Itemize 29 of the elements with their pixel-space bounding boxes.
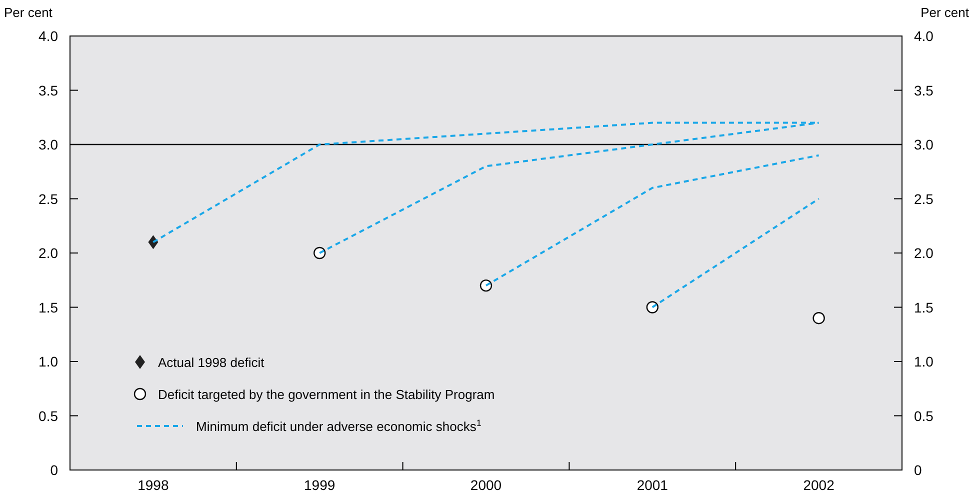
y2-tick-label: 2.0 [914,245,934,261]
y-tick-label: 1.0 [38,354,58,370]
y-tick-label: 3.0 [38,136,58,152]
legend-label: Actual 1998 deficit [158,355,265,370]
y2-tick-label: 1.0 [914,354,934,370]
y-tick-label: 2.0 [38,245,58,261]
y-axis-title: Per cent [4,5,53,20]
legend-label: Minimum deficit under adverse economic shocks$^{1}$ [196,418,482,434]
point [812,312,825,324]
x-tick-label: 2000 [470,477,502,493]
x-tick-label: 2001 [636,477,668,493]
y-tick-label: 3.5 [38,82,58,98]
y2-tick-label: 0 [914,462,922,478]
y2-tick-label: 3.0 [914,136,934,152]
y-tick-label: 0 [50,462,58,478]
y-tick-label: 0.5 [38,408,58,424]
legend-label: Deficit targeted by the government in the Stability Program [158,387,495,402]
y2-tick-label: 4.0 [914,28,934,44]
x-tick-label: 2002 [803,477,835,493]
x-tick-label: 1999 [304,477,336,493]
y-tick-label: 4.0 [38,28,58,44]
y2-tick-label: 2.5 [914,190,934,207]
y2-tick-label: 3.5 [914,82,934,98]
y2-tick-label: 1.5 [914,299,934,316]
y2-axis-title: Per cent [920,5,970,20]
y-tick-label: 1.5 [38,299,58,316]
y2-tick-label: 0.5 [914,408,934,424]
y-tick-label: 2.5 [38,190,58,207]
x-tick-label: 1998 [138,477,169,493]
